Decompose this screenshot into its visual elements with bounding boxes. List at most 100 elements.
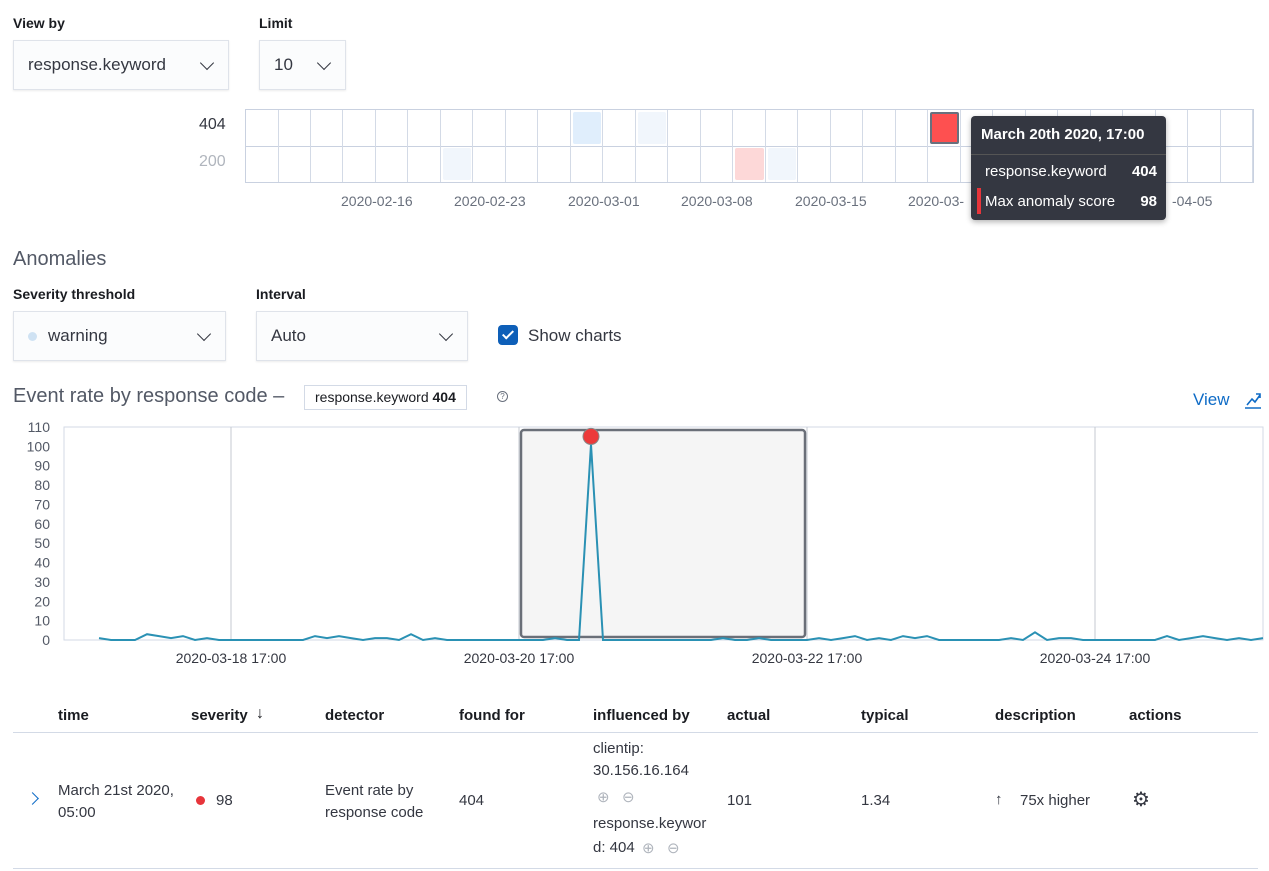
selected-bucket-highlight [519, 428, 807, 639]
swimlane-column [896, 110, 929, 182]
chevron-down-icon [196, 326, 212, 342]
swimlane-cell[interactable] [735, 148, 764, 180]
show-charts-checkbox[interactable] [498, 325, 518, 345]
swimlane-column [1188, 110, 1221, 182]
cell-detector: Event rate by response code [325, 782, 424, 821]
swimlane-cell[interactable] [767, 148, 797, 180]
tooltip-title: March 20th 2020, 17:00 [981, 126, 1145, 143]
tooltip-score-label: Max anomaly score [985, 193, 1116, 210]
swimlane-heatmap[interactable] [245, 109, 1254, 183]
x-tick-label: 2020-03-18 17:00 [176, 650, 287, 666]
cell-actual: 101 [727, 792, 753, 809]
y-tick-label: 100 [27, 438, 51, 454]
entity-badge: response.keyword 404 [304, 385, 467, 410]
x-tick-label: 2020-03-24 17:00 [1040, 650, 1151, 666]
chevron-down-icon [199, 55, 215, 71]
swimlane-column [538, 110, 571, 182]
x-tick-label: 2020-03-20 17:00 [464, 650, 575, 666]
y-tick-label: 40 [34, 555, 50, 571]
y-tick-label: 80 [34, 477, 50, 493]
filter-remove-icon[interactable]: ⊖ [622, 789, 635, 806]
swimlane-cell[interactable] [637, 112, 667, 144]
event-rate-chart[interactable]: 0 10 20 30 40 50 60 70 80 90 100 110 2020-03-18 17:0… [0, 415, 1269, 675]
swimlane-column [831, 110, 864, 182]
show-charts-label[interactable]: Show charts [528, 326, 622, 345]
swimlane-cell[interactable] [442, 148, 472, 180]
column-header-typical[interactable]: typical [861, 707, 909, 724]
swimlane-column [863, 110, 896, 182]
lane-label-404: 404 [199, 116, 226, 133]
interval-select[interactable]: Auto [256, 311, 468, 361]
severity-dot-icon [28, 331, 37, 341]
y-tick-label: 70 [34, 496, 50, 512]
y-tick-label: 20 [34, 593, 50, 609]
tooltip-score-value: 98 [1140, 193, 1157, 210]
limit-value: 10 [274, 55, 293, 74]
table-row-divider [13, 868, 1258, 869]
expand-row-chevron-icon[interactable] [26, 792, 39, 805]
swimlane-date-label: 2020-02-23 [454, 193, 526, 209]
influencer-name: response.keywor [593, 815, 707, 832]
swimlane-column [636, 110, 669, 182]
swimlane-column [668, 110, 701, 182]
chart-line-icon[interactable] [1243, 390, 1263, 410]
filter-remove-icon[interactable]: ⊖ [667, 840, 680, 857]
help-icon[interactable]: ? [497, 391, 508, 402]
gear-icon[interactable]: ⚙ [1132, 789, 1150, 811]
swimlane-column [766, 110, 799, 182]
filter-add-icon[interactable]: ⊕ [597, 789, 610, 806]
view-by-value: response.keyword [28, 55, 166, 74]
column-header-time[interactable]: time [58, 707, 89, 724]
interval-value: Auto [271, 326, 306, 345]
swimlane-date-label: 2020-03-15 [795, 193, 867, 209]
cell-time: March 21st 2020, 05:00 [58, 782, 174, 821]
table-header-divider [13, 732, 1258, 733]
severity-label: Severity threshold [13, 286, 136, 302]
interval-label: Interval [256, 286, 306, 302]
column-header-description[interactable]: description [995, 707, 1076, 724]
view-by-select[interactable]: response.keyword [13, 40, 229, 90]
chart-title: Event rate by response code – [13, 385, 285, 407]
tooltip-divider [971, 154, 1166, 155]
influencer-value: 30.156.16.164 [593, 762, 689, 779]
swimlane-column [798, 110, 831, 182]
limit-label: Limit [259, 15, 293, 31]
column-header-found-for[interactable]: found for [459, 707, 525, 724]
swimlane-date-label: 2020-03-08 [681, 193, 753, 209]
lane-divider [246, 146, 1253, 147]
severity-value: warning [48, 326, 108, 345]
column-header-actions[interactable]: actions [1129, 707, 1182, 724]
view-link[interactable]: View [1193, 390, 1230, 409]
severity-dot-icon [196, 796, 205, 805]
badge-field: response.keyword [315, 389, 429, 405]
filter-add-icon[interactable]: ⊕ [642, 840, 655, 857]
influencer-value: d: 404 [593, 839, 635, 856]
swimlane-column [441, 110, 474, 182]
swimlane-date-label: -04-05 [1172, 193, 1213, 209]
swimlane-column [473, 110, 506, 182]
swimlane-column [311, 110, 344, 182]
swimlane-cell[interactable] [572, 112, 602, 144]
swimlane-column [246, 110, 279, 182]
tooltip-field: response.keyword [985, 163, 1107, 180]
severity-select[interactable]: warning [13, 311, 226, 361]
swimlane-column [603, 110, 636, 182]
swimlane-column [1156, 110, 1189, 182]
badge-value: 404 [432, 389, 456, 405]
lane-label-200: 200 [199, 153, 226, 170]
sort-desc-icon[interactable]: ↓ [256, 705, 264, 722]
column-header-severity[interactable]: severity [191, 707, 248, 724]
column-header-actual[interactable]: actual [727, 707, 771, 724]
swimlane-column [408, 110, 441, 182]
cell-description: 75x higher [1020, 792, 1091, 809]
swimlane-column [733, 110, 766, 182]
y-tick-label: 60 [34, 516, 50, 532]
column-header-detector[interactable]: detector [325, 707, 385, 724]
swimlane-cell[interactable] [930, 112, 959, 144]
swimlane-column [278, 110, 311, 182]
cell-found-for: 404 [459, 792, 485, 809]
limit-select[interactable]: 10 [259, 40, 346, 90]
column-header-influenced-by[interactable]: influenced by [593, 707, 690, 724]
severity-bar [977, 188, 981, 214]
swimlane-column [701, 110, 734, 182]
